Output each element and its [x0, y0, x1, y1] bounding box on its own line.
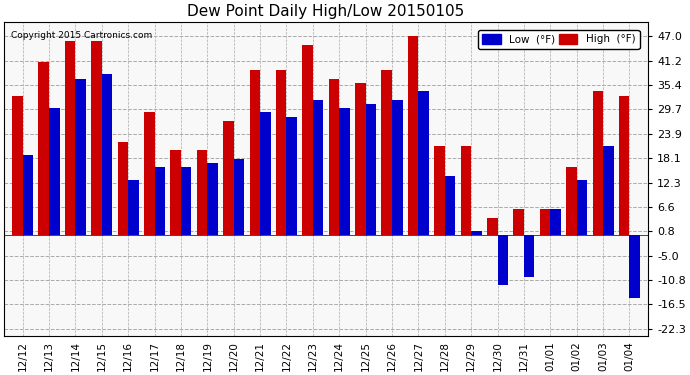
Bar: [12, 96, 23, 235]
Bar: [540, 209, 551, 235]
Text: Copyright 2015 Cartronics.com: Copyright 2015 Cartronics.com: [10, 31, 152, 40]
Bar: [313, 100, 324, 235]
Bar: [328, 79, 339, 235]
Bar: [144, 112, 155, 235]
Bar: [128, 180, 139, 235]
Bar: [366, 104, 376, 235]
Bar: [339, 108, 350, 235]
Bar: [223, 121, 234, 235]
Bar: [629, 235, 640, 298]
Bar: [181, 167, 192, 235]
Bar: [355, 83, 366, 235]
Bar: [39, 62, 49, 235]
Bar: [408, 36, 418, 235]
Bar: [155, 167, 165, 235]
Bar: [234, 159, 244, 235]
Bar: [524, 235, 535, 277]
Bar: [471, 231, 482, 235]
Bar: [603, 146, 613, 235]
Bar: [392, 100, 402, 235]
Bar: [207, 163, 218, 235]
Bar: [487, 218, 497, 235]
Bar: [49, 108, 59, 235]
Bar: [65, 41, 75, 235]
Bar: [75, 79, 86, 235]
Bar: [91, 41, 102, 235]
Bar: [117, 142, 128, 235]
Bar: [302, 45, 313, 235]
Title: Dew Point Daily High/Low 20150105: Dew Point Daily High/Low 20150105: [188, 4, 464, 19]
Bar: [250, 70, 260, 235]
Bar: [260, 112, 270, 235]
Bar: [102, 75, 112, 235]
Legend: Low  (°F), High  (°F): Low (°F), High (°F): [478, 30, 640, 49]
Bar: [497, 235, 508, 285]
Bar: [445, 176, 455, 235]
Bar: [434, 146, 445, 235]
Bar: [286, 117, 297, 235]
Bar: [382, 70, 392, 235]
Bar: [566, 167, 577, 235]
Bar: [577, 180, 587, 235]
Bar: [170, 150, 181, 235]
Bar: [197, 150, 207, 235]
Bar: [23, 154, 33, 235]
Bar: [551, 209, 561, 235]
Bar: [619, 96, 629, 235]
Bar: [593, 92, 603, 235]
Bar: [513, 209, 524, 235]
Bar: [276, 70, 286, 235]
Bar: [418, 92, 429, 235]
Bar: [461, 146, 471, 235]
